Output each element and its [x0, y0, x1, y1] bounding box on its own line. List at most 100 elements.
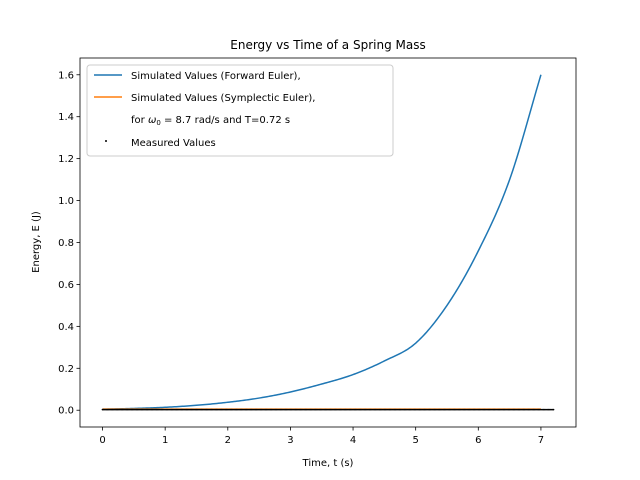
- measured-point: [183, 408, 185, 411]
- measured-point: [540, 408, 542, 411]
- legend-marker-measured: [105, 140, 107, 142]
- measured-point: [373, 408, 376, 411]
- measured-point: [432, 408, 435, 411]
- measured-point: [437, 408, 440, 411]
- measured-point: [417, 408, 420, 411]
- measured-point: [196, 408, 199, 411]
- measured-point: [414, 408, 417, 411]
- measured-point: [334, 408, 337, 411]
- measured-point: [325, 408, 328, 411]
- measured-point: [484, 408, 487, 411]
- measured-point: [105, 408, 108, 411]
- measured-point: [438, 408, 441, 411]
- measured-point: [487, 408, 490, 411]
- measured-point: [261, 408, 264, 411]
- measured-point: [250, 408, 253, 411]
- measured-point: [365, 408, 368, 411]
- measured-point: [178, 408, 180, 411]
- measured-point: [169, 408, 172, 411]
- x-tick-label: 3: [287, 435, 293, 446]
- measured-point: [446, 408, 448, 411]
- y-tick-label: 1.2: [58, 154, 74, 165]
- measured-point: [343, 408, 346, 411]
- measured-point: [492, 408, 495, 411]
- measured-point: [496, 408, 498, 411]
- measured-point: [134, 408, 137, 411]
- measured-point: [477, 408, 480, 411]
- measured-point: [259, 408, 262, 411]
- measured-point: [243, 408, 245, 411]
- plot-area: [101, 74, 555, 411]
- measured-point: [305, 408, 308, 411]
- measured-point: [194, 408, 197, 411]
- x-tick-label: 5: [412, 435, 418, 446]
- measured-point: [315, 408, 318, 411]
- measured-point: [392, 408, 395, 411]
- measured-point: [269, 408, 272, 411]
- measured-point: [401, 408, 403, 411]
- measured-point: [329, 408, 332, 411]
- measured-point: [119, 408, 121, 411]
- measured-point: [452, 408, 455, 411]
- measured-point: [210, 408, 213, 411]
- measured-point: [132, 408, 135, 411]
- measured-point: [397, 408, 400, 411]
- y-axis: 0.0 0.2 0.4 0.6 0.8 1.0 1.2 1.4 1.6: [58, 70, 80, 417]
- measured-point: [193, 408, 195, 411]
- measured-point: [235, 408, 238, 411]
- measured-point: [374, 408, 377, 411]
- measured-point: [335, 408, 338, 411]
- measured-point: [354, 408, 357, 411]
- measured-point: [486, 408, 488, 411]
- measured-point: [126, 408, 129, 411]
- measured-point: [294, 408, 297, 411]
- measured-point: [147, 408, 150, 411]
- measured-point: [370, 408, 373, 411]
- measured-point: [101, 408, 104, 411]
- measured-point: [531, 408, 534, 411]
- measured-point: [473, 408, 476, 411]
- measured-point: [347, 408, 349, 411]
- measured-point: [327, 408, 329, 411]
- measured-point: [340, 408, 343, 411]
- measured-point: [189, 408, 192, 411]
- measured-point: [463, 408, 466, 411]
- measured-point: [320, 408, 323, 411]
- measured-point: [129, 408, 132, 411]
- measured-point: [372, 408, 374, 411]
- measured-point: [519, 408, 522, 411]
- measured-point: [542, 408, 545, 411]
- measured-point: [139, 408, 142, 411]
- measured-point: [226, 408, 229, 411]
- measured-point: [173, 408, 175, 411]
- measured-point: [458, 408, 461, 411]
- measured-point: [201, 408, 204, 411]
- measured-point: [464, 408, 467, 411]
- x-tick-label: 6: [475, 435, 481, 446]
- x-axis-label: Time, t (s): [302, 458, 354, 469]
- measured-point: [248, 408, 250, 411]
- measured-point: [535, 408, 537, 411]
- measured-point: [245, 408, 248, 411]
- measured-point: [345, 408, 348, 411]
- legend-label-parameters: for ω0 = 8.7 rad/s and T=0.72 s: [131, 115, 290, 127]
- measured-point: [368, 408, 371, 411]
- measured-point: [532, 408, 535, 411]
- measured-point: [402, 408, 405, 411]
- measured-point: [137, 408, 140, 411]
- measured-point: [149, 408, 152, 411]
- measured-point: [299, 408, 302, 411]
- measured-point: [436, 408, 438, 411]
- measured-point: [389, 408, 392, 411]
- measured-point: [512, 408, 515, 411]
- measured-point: [112, 408, 115, 411]
- measured-point: [352, 408, 354, 411]
- measured-point: [448, 408, 451, 411]
- measured-point: [131, 408, 134, 411]
- measured-point: [528, 408, 531, 411]
- y-tick-label: 0.6: [58, 280, 74, 291]
- measured-point: [412, 408, 415, 411]
- measured-point: [353, 408, 356, 411]
- x-tick-label: 4: [350, 435, 356, 446]
